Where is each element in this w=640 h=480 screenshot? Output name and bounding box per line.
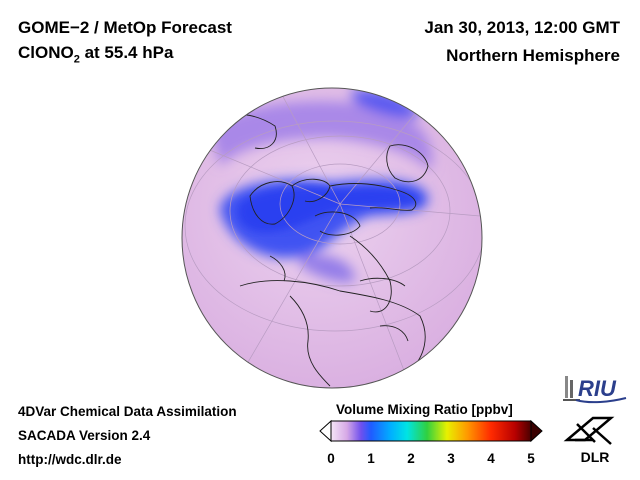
- colorbar-tick-label: 2: [407, 451, 415, 466]
- colorbar-tick-label: 1: [367, 451, 375, 466]
- globe-map: [181, 87, 483, 389]
- colorbar-tick-label: 5: [527, 451, 535, 466]
- credit-url[interactable]: http://wdc.dlr.de: [18, 452, 122, 467]
- riu-logo-text: RIU: [578, 376, 617, 401]
- colorbar-gradient: [330, 420, 532, 442]
- species-subscript: 2: [73, 53, 80, 66]
- colorbar-under-arrow: [319, 419, 332, 443]
- dlr-logo: DLR: [563, 416, 615, 465]
- species-title: ClONO2 at 55.4 hPa: [18, 43, 173, 65]
- colorbar-title: Volume Mixing Ratio [ppbv]: [336, 402, 513, 417]
- colorbar-over-arrow: [530, 419, 543, 443]
- forecast-datetime: Jan 30, 2013, 12:00 GMT: [424, 18, 620, 37]
- credit-line-1: 4DVar Chemical Data Assimilation: [18, 404, 237, 419]
- title-line-1: GOME−2 / MetOp Forecast: [18, 18, 232, 37]
- species-suffix: at 55.4 hPa: [79, 43, 174, 62]
- credit-line-2: SACADA Version 2.4: [18, 428, 151, 443]
- colorbar-tick-label: 0: [327, 451, 335, 466]
- colorbar-tick-label: 4: [487, 451, 495, 466]
- colorbar: [319, 419, 543, 443]
- dlr-logo-text: DLR: [581, 449, 610, 465]
- riu-logo: RIU: [563, 376, 627, 404]
- region-label: Northern Hemisphere: [446, 46, 620, 65]
- dlr-emblem-icon: [563, 416, 615, 445]
- colorbar-tick-label: 3: [447, 451, 455, 466]
- species-prefix: ClONO: [18, 43, 74, 62]
